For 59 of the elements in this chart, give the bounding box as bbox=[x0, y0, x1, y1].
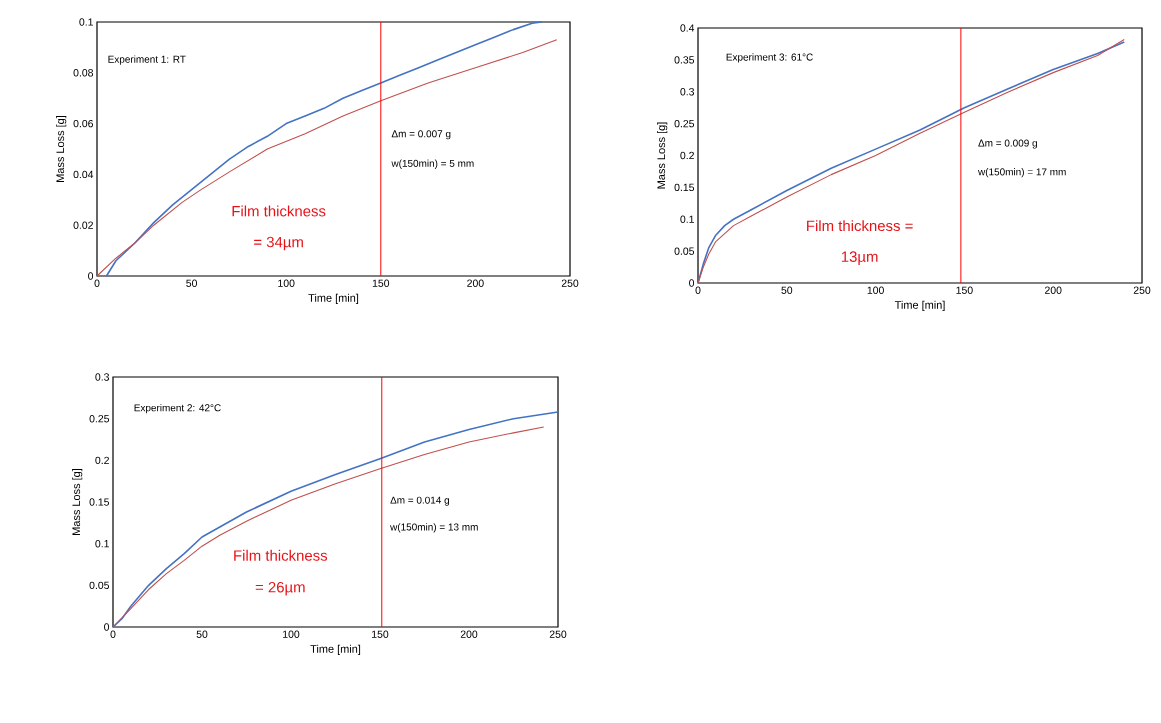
annotation: Δm = 0.007 g bbox=[391, 130, 451, 140]
y-tick-label: 0.1 bbox=[79, 18, 93, 26]
x-tick-label: 250 bbox=[549, 630, 567, 638]
y-tick-label: 0.05 bbox=[674, 247, 695, 255]
x-tick-label: 50 bbox=[781, 286, 793, 294]
x-tick-label: 50 bbox=[186, 279, 198, 287]
y-tick-label: 0.04 bbox=[73, 170, 94, 179]
y-tick-label: 0.3 bbox=[95, 373, 110, 381]
y-tick-label: 0.15 bbox=[89, 498, 110, 506]
y-tick-label: 0.08 bbox=[73, 69, 94, 77]
y-tick-label: 0.25 bbox=[89, 414, 110, 423]
x-tick-label: 150 bbox=[372, 630, 389, 638]
x-tick-label: 100 bbox=[278, 279, 295, 287]
annotation: w(150min) = 17 mm bbox=[978, 168, 1066, 178]
x-tick-label: 200 bbox=[1045, 286, 1062, 294]
annotation: w(150min) = 5 mm bbox=[391, 159, 474, 169]
x-tick-label: 150 bbox=[372, 279, 390, 287]
annotation: w(150min) = 13 mm bbox=[390, 523, 478, 533]
x-tick-label: 250 bbox=[1133, 286, 1151, 294]
x-tick-label: 150 bbox=[956, 286, 973, 294]
x-tick-label: 100 bbox=[283, 630, 300, 638]
x-axis-title: Time [min] bbox=[308, 293, 359, 304]
y-tick-label: 0.2 bbox=[680, 151, 694, 160]
annotation: Film thickness bbox=[234, 549, 328, 561]
y-tick-label: 0.25 bbox=[674, 119, 695, 128]
x-tick-label: 50 bbox=[196, 630, 208, 638]
y-tick-label: 0 bbox=[88, 272, 94, 280]
y-tick-label: 0.35 bbox=[674, 56, 695, 64]
y-tick-label: 0.4 bbox=[680, 24, 695, 32]
x-tick-label: 0 bbox=[110, 630, 116, 638]
annotation: Experiment 1: RT bbox=[108, 55, 186, 65]
y-tick-label: 0.1 bbox=[95, 539, 109, 548]
x-tick-label: 200 bbox=[467, 279, 484, 287]
y-axis-title: Mass Loss [g] bbox=[657, 122, 668, 189]
y-tick-label: 0 bbox=[104, 623, 110, 631]
x-tick-label: 100 bbox=[867, 286, 884, 294]
y-axis-title: Mass Loss [g] bbox=[56, 115, 67, 182]
annotation: Δm = 0.009 g bbox=[978, 139, 1037, 149]
y-tick-label: 0.15 bbox=[674, 183, 695, 192]
y-axis-title: Mass Loss [g] bbox=[72, 469, 83, 535]
y-tick-label: 0.2 bbox=[95, 456, 109, 465]
annotation: = 26µm bbox=[255, 581, 305, 596]
annotation: Experiment 3: 61°C bbox=[726, 53, 813, 63]
x-axis-title: Time [min] bbox=[894, 300, 945, 311]
x-tick-label: 0 bbox=[695, 286, 701, 294]
annotation: 13µm bbox=[841, 251, 878, 265]
x-tick-label: 250 bbox=[561, 279, 579, 287]
annotation: Δm = 0.014 g bbox=[390, 496, 449, 506]
annotation: = 34µm bbox=[254, 236, 303, 251]
y-tick-label: 0.02 bbox=[73, 221, 93, 229]
annotation: Experiment 2: 42°C bbox=[134, 404, 221, 414]
y-tick-label: 0.05 bbox=[89, 581, 110, 590]
y-tick-label: 0.3 bbox=[680, 88, 695, 96]
annotation: Film thickness = bbox=[807, 220, 913, 232]
y-tick-label: 0.06 bbox=[73, 119, 94, 128]
y-tick-label: 0.1 bbox=[680, 215, 694, 223]
x-axis-title: Time [min] bbox=[310, 644, 361, 655]
x-tick-label: 200 bbox=[460, 630, 478, 638]
annotation: Film thickness bbox=[232, 205, 326, 217]
